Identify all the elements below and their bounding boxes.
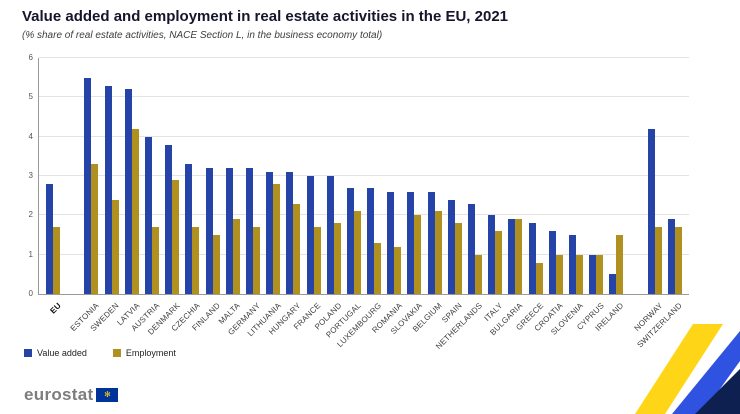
legend-label: Value added (37, 348, 87, 358)
bar-employment (53, 227, 61, 294)
bar-value-added (407, 191, 415, 294)
bar-employment (495, 231, 503, 294)
bar-employment (232, 219, 240, 294)
bar-value-added (84, 77, 92, 294)
legend-swatch-icon (24, 349, 32, 357)
bar-employment (454, 223, 462, 294)
y-tick-label: 0 (28, 289, 33, 298)
bar-employment (575, 254, 583, 294)
bar-value-added (104, 85, 112, 294)
bar-value-added (548, 231, 556, 294)
bar-value-added (427, 191, 435, 294)
gridline (39, 57, 689, 58)
bar-employment (152, 227, 160, 294)
bar-value-added (326, 176, 334, 294)
eurostat-logo: eurostat ✻ (24, 385, 119, 404)
bar-employment (535, 262, 543, 294)
gridline (39, 253, 689, 255)
bar-employment (596, 254, 604, 294)
bar-value-added (165, 144, 173, 294)
bar-employment (353, 211, 361, 294)
legend-item-employment: Employment (112, 348, 176, 358)
y-tick-label: 3 (28, 171, 33, 180)
bar-employment (434, 211, 442, 294)
bar-value-added (589, 254, 597, 294)
bar-value-added (568, 235, 576, 294)
bar-employment (313, 227, 321, 294)
chart-legend: Value added Employment (24, 348, 176, 358)
eurostat-logo-text: eurostat (24, 385, 94, 404)
y-tick-label: 4 (28, 131, 33, 141)
y-tick-label: 2 (28, 210, 33, 220)
gridline (39, 214, 689, 216)
bar-employment (616, 235, 624, 294)
bar-value-added (145, 136, 153, 294)
chart-subtitle: (% share of real estate activities, NACE… (22, 30, 383, 41)
legend-label: Employment (125, 348, 176, 358)
bar-value-added (468, 203, 476, 294)
bar-value-added (225, 168, 233, 294)
bar-value-added (346, 187, 354, 294)
legend-swatch-icon (112, 349, 121, 357)
y-tick-label: 1 (28, 249, 33, 259)
bar-value-added (245, 168, 253, 294)
bar-value-added (367, 187, 375, 294)
bar-value-added (508, 219, 516, 294)
bar-value-added (609, 274, 617, 294)
bar-value-added (528, 223, 536, 294)
bar-employment (91, 164, 99, 294)
gridline (39, 96, 689, 98)
bar-employment (394, 246, 402, 294)
brand-decoration-graphic (635, 324, 740, 414)
bar-value-added (647, 128, 655, 294)
bar-employment (414, 215, 422, 294)
bar-employment (111, 199, 119, 294)
bar-value-added (306, 176, 314, 294)
bar-employment (172, 179, 180, 294)
bar-value-added (266, 172, 274, 294)
bar-employment (252, 227, 260, 294)
bar-value-added (387, 191, 395, 294)
bar-employment (131, 128, 139, 294)
chart-title: Value added and employment in real estat… (22, 8, 509, 25)
legend-item-value-added: Value added (24, 348, 87, 358)
bar-value-added (447, 199, 455, 294)
bar-employment (515, 219, 523, 294)
bar-employment (192, 227, 200, 294)
bar-employment (374, 242, 382, 294)
bar-value-added (185, 164, 193, 294)
bar-value-added (205, 168, 213, 294)
bar-employment (212, 235, 220, 294)
x-axis-label: EU (47, 301, 63, 316)
y-tick-label: 6 (28, 53, 33, 62)
bar-value-added (124, 89, 132, 294)
y-tick-label: 5 (28, 92, 33, 102)
bar-value-added (488, 215, 496, 294)
bar-employment (555, 254, 563, 294)
gridline (39, 135, 689, 137)
bar-value-added (46, 183, 54, 294)
bar-employment (475, 254, 483, 294)
bar-employment (654, 227, 662, 294)
bar-employment (273, 183, 281, 294)
bar-value-added (286, 172, 294, 294)
eu-flag-icon: ✻ (96, 388, 119, 402)
gridline (39, 175, 689, 176)
bar-employment (293, 203, 301, 294)
bar-value-added (667, 219, 675, 294)
bar-chart-plot-area: 0 1 2 3 4 5 6 EU ESTONIA SWEDEN LATVIA AUSTRIA DENMA… (29, 53, 689, 351)
bar-employment (674, 227, 682, 294)
bar-employment (333, 223, 341, 294)
